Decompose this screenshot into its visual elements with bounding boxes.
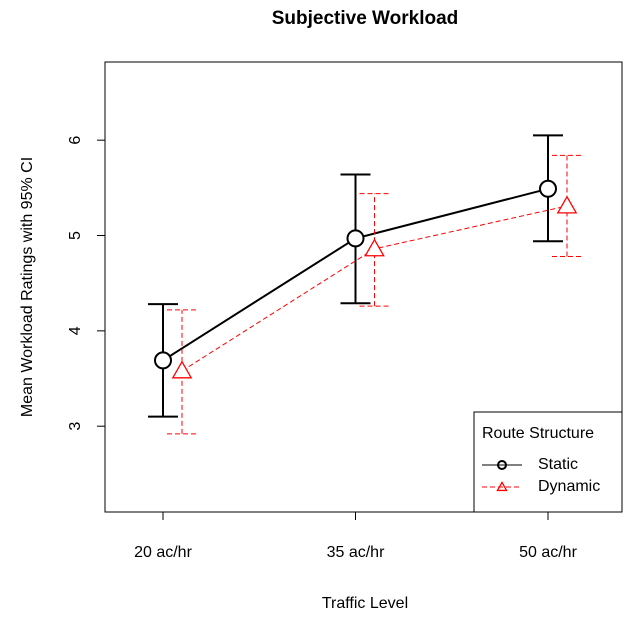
- y-axis-title: Mean Workload Ratings with 95% CI: [19, 157, 36, 417]
- legend-label: Dynamic: [538, 478, 600, 495]
- data-point: [364, 238, 385, 257]
- y-tick-label: 6: [67, 136, 84, 145]
- x-tick-label: 20 ac/hr: [134, 544, 192, 561]
- chart-title: Subjective Workload: [272, 8, 459, 29]
- data-point: [556, 195, 578, 214]
- legend-label: Static: [538, 456, 578, 473]
- data-point: [346, 229, 365, 248]
- data-point: [539, 179, 557, 198]
- legend-title: Route Structure: [482, 425, 594, 442]
- legend-marker: [497, 460, 507, 470]
- x-tick-label: 50 ac/hr: [519, 544, 577, 561]
- y-tick-label: 3: [67, 422, 84, 431]
- legend-marker: [496, 481, 508, 492]
- y-tick-label: 5: [67, 231, 84, 240]
- x-tick-label: 35 ac/hr: [327, 544, 385, 561]
- x-axis-title: Traffic Level: [322, 595, 408, 612]
- data-point: [154, 351, 172, 370]
- data-point: [171, 360, 193, 379]
- y-tick-label: 4: [67, 326, 84, 335]
- plot-frame: [104, 61, 623, 513]
- legend: Route Structure Static Dynamic: [473, 411, 623, 513]
